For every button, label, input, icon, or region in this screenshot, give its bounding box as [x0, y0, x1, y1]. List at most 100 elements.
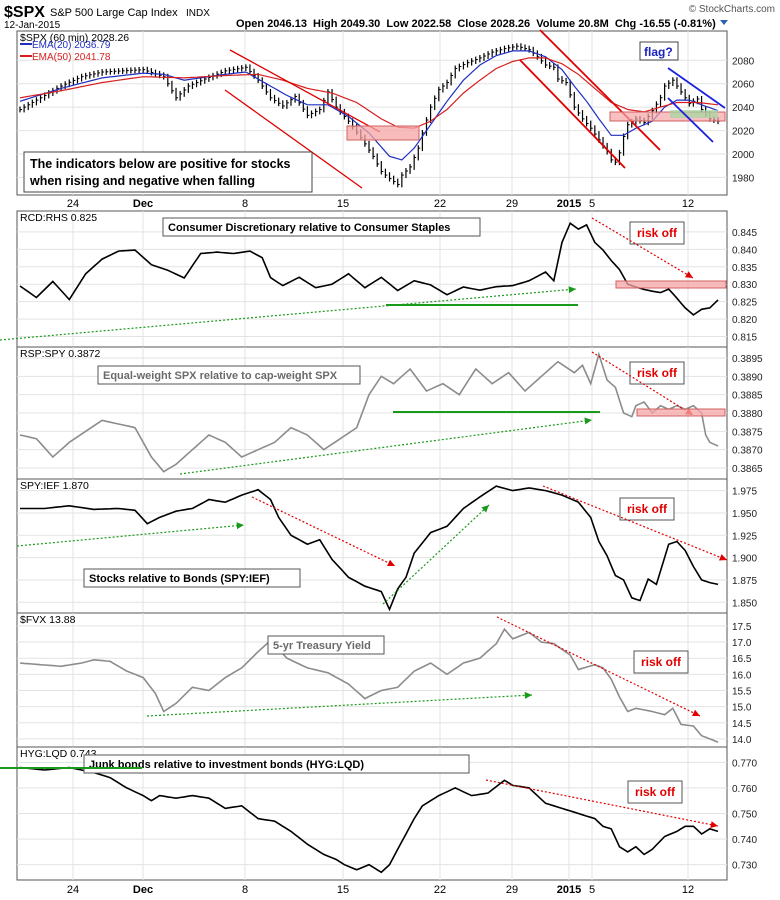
title-spy_ief: Stocks relative to Bonds (SPY:IEF) [83, 568, 301, 588]
y-tick-label: 0.740 [732, 835, 757, 846]
symbol: $SPX [4, 4, 45, 21]
downtrend-arrow [591, 217, 694, 279]
panel-label: $SPX (60 min) 2028.26 [20, 32, 129, 44]
downtrend-arrow [485, 779, 719, 827]
risk-fvx: risk off [633, 650, 689, 674]
panel-label: SPY:IEF 1.870 [20, 480, 89, 492]
y-tick-label: 2040 [732, 103, 755, 114]
y-tick-label: 17.0 [732, 638, 752, 649]
x-tick-label: 12 [682, 198, 694, 210]
x-tick-label: 22 [434, 198, 446, 210]
ratio-line [19, 351, 719, 473]
risk-rsp: risk off [629, 361, 685, 385]
panel-spy_ief: 1.850 1.875 1.900 1.925 1.950 1.975 SPY:IEF 1.… [16, 478, 757, 614]
title-rcd: Consumer Discretionary relative to Consu… [162, 217, 481, 237]
y-tick-label: 1.900 [732, 554, 757, 565]
y-tick-label: 1.850 [732, 598, 757, 609]
y-tick-label: 0.730 [732, 861, 757, 872]
risk-box [627, 780, 683, 804]
panel-title: Consumer Discretionary relative to Consu… [168, 222, 450, 234]
downtrend-arrow [251, 496, 396, 567]
legend-swatch-ema20 [20, 43, 32, 45]
ratio-line [19, 766, 719, 874]
price-stats: Open 2046.13 High 2049.30 Low 2022.58 Cl… [236, 18, 716, 30]
ratio-line [19, 221, 719, 316]
x-tick-label: 15 [337, 198, 349, 210]
x-axis: 24 Dec 8 15 22 29 2015 5 12 24 Dec 8 15 22 29 2015 5 12 [67, 198, 694, 896]
legend-ema20: EMA(20) 2036.79 [32, 40, 111, 51]
title-box [83, 568, 301, 588]
y-tick-label: 1.925 [732, 531, 757, 542]
y-tick-label: 0.3870 [732, 446, 763, 457]
x-tick-label: 5 [589, 198, 595, 210]
y-tick-label: 0.3885 [732, 391, 763, 402]
y-tick-label: 0.820 [732, 315, 757, 326]
panel-label: RCD:RHS 0.825 [20, 212, 97, 224]
y-tick-label: 0.835 [732, 263, 757, 274]
risk-box [629, 221, 685, 245]
dropdown-icon[interactable] [720, 20, 728, 25]
annotation-line-1: The indicators below are positive for st… [30, 157, 291, 171]
y-tick-label: 1.975 [732, 487, 757, 498]
annotation-box [23, 151, 313, 193]
uptrend-arrow-head [524, 691, 532, 699]
x-tick-label: 12 [682, 884, 694, 896]
channel-line [229, 49, 381, 133]
y-tick-label: 0.760 [732, 784, 757, 795]
x-tick-label: Dec [133, 198, 153, 210]
y-tick-label: 0.3890 [732, 372, 763, 383]
support-zone [670, 110, 718, 118]
flag-label: flag? [644, 45, 673, 59]
risk-box [619, 497, 675, 521]
x-tick-label: 24 [67, 884, 79, 896]
y-tick-label: 0.3865 [732, 464, 763, 475]
uptrend-arrow-head [481, 505, 489, 513]
x-tick-label: 24 [67, 198, 79, 210]
y-tick-label: 15.5 [732, 686, 752, 697]
flag-line [667, 67, 726, 109]
downtrend-arrow-head [387, 559, 395, 566]
uptrend-arrow [16, 524, 245, 547]
y-tick-label: 2000 [732, 150, 755, 161]
y-tick-label: 0.770 [732, 758, 757, 769]
downtrend-arrow-head [685, 271, 693, 278]
title-box [97, 365, 361, 385]
y-tick-label: 2020 [732, 127, 755, 138]
panel-title: Stocks relative to Bonds (SPY:IEF) [89, 573, 270, 585]
y-tick-label: 0.815 [732, 333, 757, 344]
title-rsp: Equal-weight SPX relative to cap-weight … [97, 365, 361, 385]
resistance-zone [615, 280, 727, 289]
risk-off-label: risk off [641, 655, 682, 669]
risk-off-label: risk off [635, 785, 676, 799]
watermark: © StockCharts.com [689, 4, 775, 15]
resistance-zone [346, 125, 420, 141]
panel-frame [16, 478, 728, 614]
downtrend-arrow [542, 485, 728, 561]
y-tick-label: 1.875 [732, 576, 757, 587]
legend-swatch-ema50 [20, 55, 32, 57]
panel-title: 5-yr Treasury Yield [273, 640, 371, 652]
risk-hyg: risk off [627, 780, 683, 804]
x-tick-label: 15 [337, 884, 349, 896]
channel-line [519, 59, 626, 169]
y-tick-label: 2060 [732, 80, 755, 91]
uptrend-arrow-head [236, 522, 244, 530]
y-tick-label: 0.845 [732, 228, 757, 239]
downtrend-arrow-head [719, 554, 727, 561]
risk-box [629, 361, 685, 385]
x-tick-label: 29 [506, 884, 518, 896]
risk-off-label: risk off [627, 502, 668, 516]
y-tick-label: 0.840 [732, 245, 757, 256]
title-fvx: 5-yr Treasury Yield [267, 635, 385, 655]
x-tick-label: 8 [242, 884, 248, 896]
ema50-line [19, 57, 719, 129]
y-tick-label: 14.5 [732, 719, 752, 730]
annotation-line-2: when rising and negative when falling [29, 174, 255, 188]
y-tick-label: 0.3880 [732, 409, 763, 420]
resistance-zone [636, 408, 726, 417]
title-box [267, 635, 385, 655]
exchange: INDX [186, 8, 210, 19]
panel-title: Junk bonds relative to investment bonds … [89, 759, 364, 771]
